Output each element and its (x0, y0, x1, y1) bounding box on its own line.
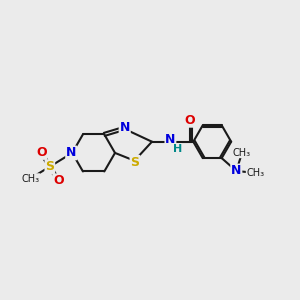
Text: O: O (36, 146, 46, 159)
Text: CH₃: CH₃ (246, 168, 264, 178)
Text: CH₃: CH₃ (233, 148, 251, 158)
Text: N: N (119, 121, 130, 134)
Text: S: S (130, 156, 140, 169)
Text: CH₃: CH₃ (22, 174, 40, 184)
Text: S: S (45, 160, 54, 173)
Text: H: H (172, 143, 182, 154)
Text: N: N (165, 133, 176, 146)
Text: N: N (231, 164, 242, 178)
Text: O: O (184, 114, 195, 127)
Text: N: N (66, 146, 76, 159)
Text: O: O (53, 174, 64, 187)
